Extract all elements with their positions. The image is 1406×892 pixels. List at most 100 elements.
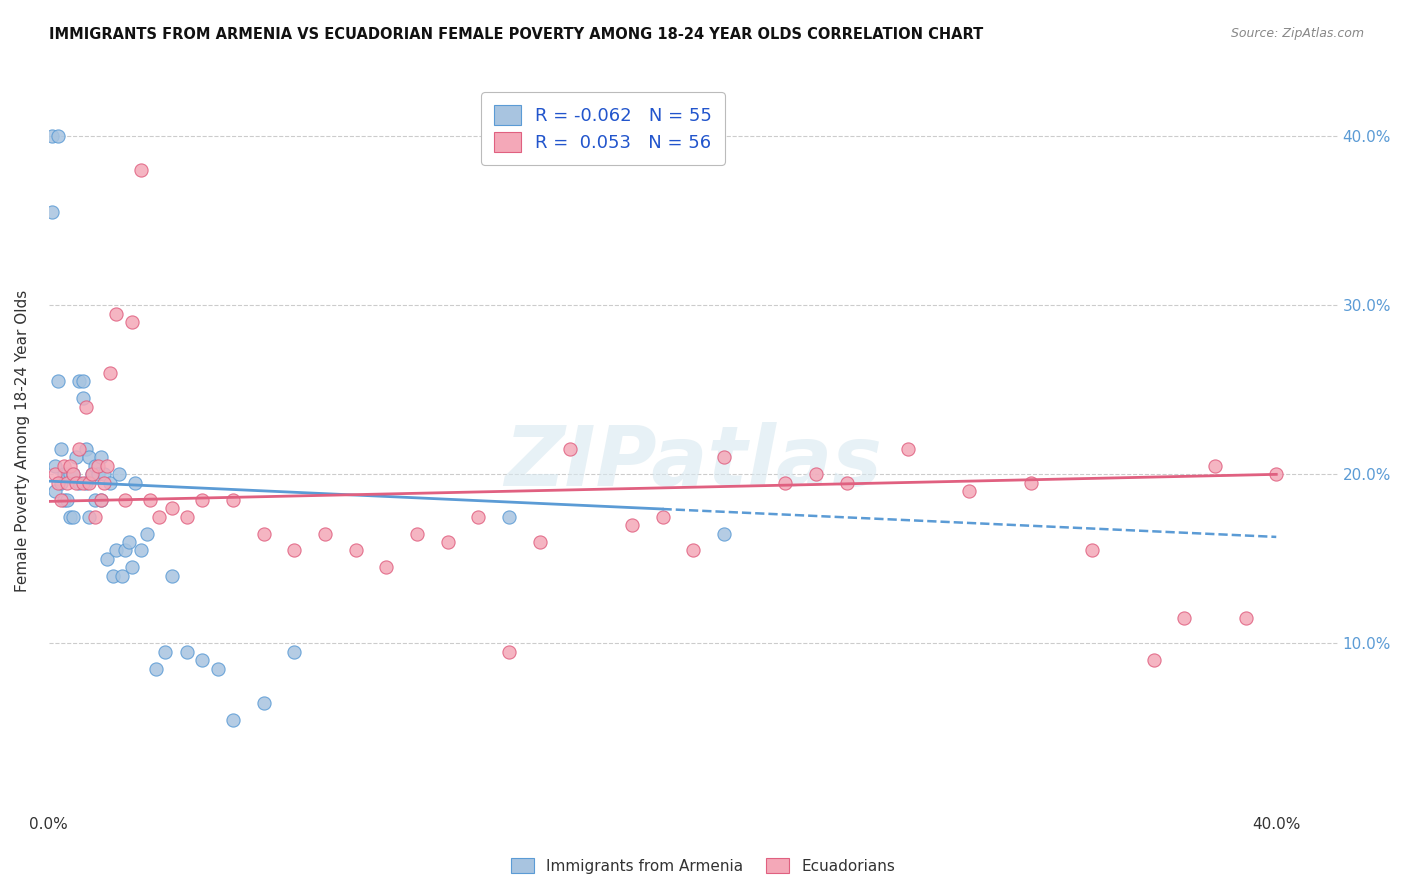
Point [87,467,110,482]
Point [136,526,159,541]
Point [83,509,105,524]
Point [49,442,72,456]
Point [59,467,82,482]
Point [620,518,643,533]
Point [406,526,429,541]
Point [67,475,90,490]
Point [148,509,170,524]
Point [191,492,214,507]
Y-axis label: Female Poverty Among 18-24 Year Olds: Female Poverty Among 18-24 Year Olds [15,289,30,591]
Point [283,543,305,558]
Point [65,475,87,490]
Point [344,543,367,558]
Point [53,467,76,482]
Point [222,492,245,507]
Point [160,569,183,583]
Point [90,450,112,465]
Point [139,492,162,507]
Point [75,442,97,456]
Point [191,653,214,667]
Point [67,375,90,389]
Point [105,307,128,321]
Point [1142,653,1164,667]
Point [56,475,79,490]
Point [72,375,94,389]
Point [117,535,139,549]
Point [98,366,121,380]
Point [72,391,94,405]
Point [283,645,305,659]
Point [93,475,115,490]
Point [775,475,797,490]
Point [46,375,69,389]
Point [62,509,84,524]
Point [105,543,128,558]
Point [59,458,82,473]
Point [498,645,520,659]
Point [65,450,87,465]
Text: Source: ZipAtlas.com: Source: ZipAtlas.com [1230,27,1364,40]
Point [83,492,105,507]
Point [96,552,118,566]
Point [651,509,673,524]
Point [436,535,458,549]
Point [1204,458,1226,473]
Point [957,484,980,499]
Point [53,458,76,473]
Point [67,442,90,456]
Point [1173,611,1195,625]
Point [96,458,118,473]
Point [467,509,489,524]
Point [72,475,94,490]
Point [835,475,858,490]
Point [897,442,920,456]
Point [75,475,97,490]
Point [713,450,735,465]
Point [207,662,229,676]
Point [98,475,121,490]
Point [682,543,704,558]
Point [56,492,79,507]
Point [77,475,100,490]
Point [80,467,103,482]
Point [121,560,143,574]
Point [498,509,520,524]
Point [90,492,112,507]
Point [114,543,136,558]
Point [41,205,63,219]
Point [176,645,198,659]
Point [83,458,105,473]
Point [46,475,69,490]
Point [560,442,582,456]
Point [108,467,131,482]
Legend: Immigrants from Armenia, Ecuadorians: Immigrants from Armenia, Ecuadorians [505,852,901,880]
Point [1265,467,1288,482]
Point [62,467,84,482]
Point [90,492,112,507]
Point [93,467,115,482]
Point [44,467,66,482]
Point [804,467,827,482]
Point [49,475,72,490]
Point [160,501,183,516]
Point [252,696,274,710]
Point [77,509,100,524]
Point [145,662,167,676]
Point [114,492,136,507]
Point [87,458,110,473]
Point [713,526,735,541]
Point [1081,543,1104,558]
Point [1019,475,1042,490]
Point [44,458,66,473]
Text: IMMIGRANTS FROM ARMENIA VS ECUADORIAN FEMALE POVERTY AMONG 18-24 YEAR OLDS CORRE: IMMIGRANTS FROM ARMENIA VS ECUADORIAN FE… [49,27,983,42]
Point [49,492,72,507]
Point [41,129,63,144]
Point [314,526,336,541]
Point [222,713,245,727]
Point [62,467,84,482]
Point [1234,611,1257,625]
Point [59,509,82,524]
Point [80,467,103,482]
Point [155,645,177,659]
Point [375,560,398,574]
